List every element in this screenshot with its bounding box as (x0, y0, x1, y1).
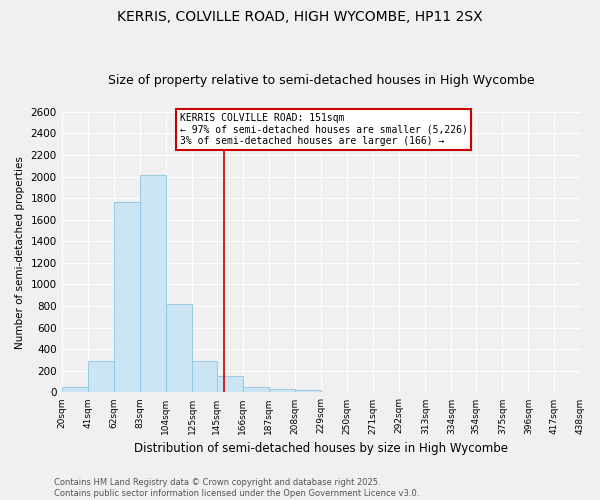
Bar (192, 361, 217, 392)
Text: KERRIS, COLVILLE ROAD, HIGH WYCOMBE, HP11 2SX: KERRIS, COLVILLE ROAD, HIGH WYCOMBE, HP1… (117, 10, 483, 24)
Bar (114, 202, 140, 392)
Y-axis label: Number of semi-detached properties: Number of semi-detached properties (15, 156, 25, 348)
Bar (295, 390, 321, 392)
Bar (140, 176, 166, 392)
X-axis label: Distribution of semi-detached houses by size in High Wycombe: Distribution of semi-detached houses by … (134, 442, 508, 455)
Bar (269, 388, 295, 392)
Bar (166, 304, 192, 392)
Bar (88, 360, 114, 392)
Bar (243, 387, 269, 392)
Bar (62, 387, 88, 392)
Text: KERRIS COLVILLE ROAD: 151sqm
← 97% of semi-detached houses are smaller (5,226)
3: KERRIS COLVILLE ROAD: 151sqm ← 97% of se… (179, 113, 467, 146)
Bar (217, 376, 243, 392)
Text: Contains HM Land Registry data © Crown copyright and database right 2025.
Contai: Contains HM Land Registry data © Crown c… (54, 478, 419, 498)
Title: Size of property relative to semi-detached houses in High Wycombe: Size of property relative to semi-detach… (108, 74, 535, 87)
